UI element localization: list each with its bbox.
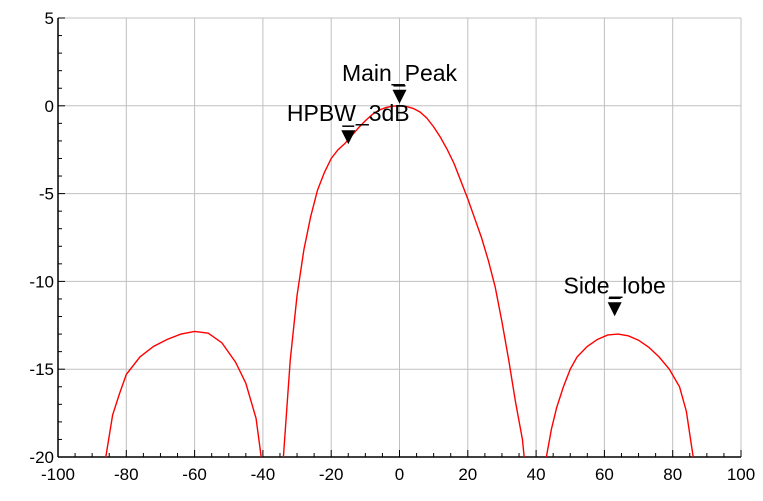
marker-triangle [341, 130, 356, 145]
x-tick-label: -80 [114, 465, 139, 484]
series-line [105, 330, 262, 458]
marker-triangle [607, 302, 622, 317]
y-tick-label: -5 [39, 185, 54, 204]
y-tick-label: -10 [29, 272, 54, 291]
x-tick-label: 100 [727, 465, 755, 484]
x-tick-label: 60 [595, 465, 614, 484]
y-tick-label: 5 [45, 9, 54, 28]
series-line [545, 333, 694, 458]
y-tick-label: -15 [29, 360, 54, 379]
x-tick-label: 40 [527, 465, 546, 484]
markers-group: Main_Peak HPBW_3dB Side_lobe [287, 60, 666, 317]
marker-label: Main_Peak [342, 60, 458, 86]
x-tick-label: 80 [663, 465, 682, 484]
y-tick-label: -20 [29, 448, 54, 467]
y-tick-labels: 5 0 -5 -10 -15 -20 [29, 9, 54, 467]
series-line [282, 105, 525, 458]
marker: Side_lobe [563, 272, 666, 317]
marker-label: HPBW_3dB [287, 100, 410, 126]
marker: HPBW_3dB [287, 100, 410, 145]
marker-label: Side_lobe [563, 272, 665, 298]
series-group [105, 105, 694, 458]
x-tick-labels: -100 -80 -60 -40 -20 0 20 40 60 80 100 [41, 465, 755, 484]
marker-triangle [392, 89, 407, 104]
y-tick-label: 0 [45, 97, 54, 116]
plot-area [57, 18, 741, 458]
x-tick-label: -20 [319, 465, 344, 484]
x-tick-label: -60 [182, 465, 207, 484]
x-tick-label: -100 [41, 465, 75, 484]
x-tick-label: 20 [458, 465, 477, 484]
x-tick-label: 0 [395, 465, 404, 484]
x-tick-label: -40 [251, 465, 276, 484]
marker: Main_Peak [342, 60, 458, 104]
